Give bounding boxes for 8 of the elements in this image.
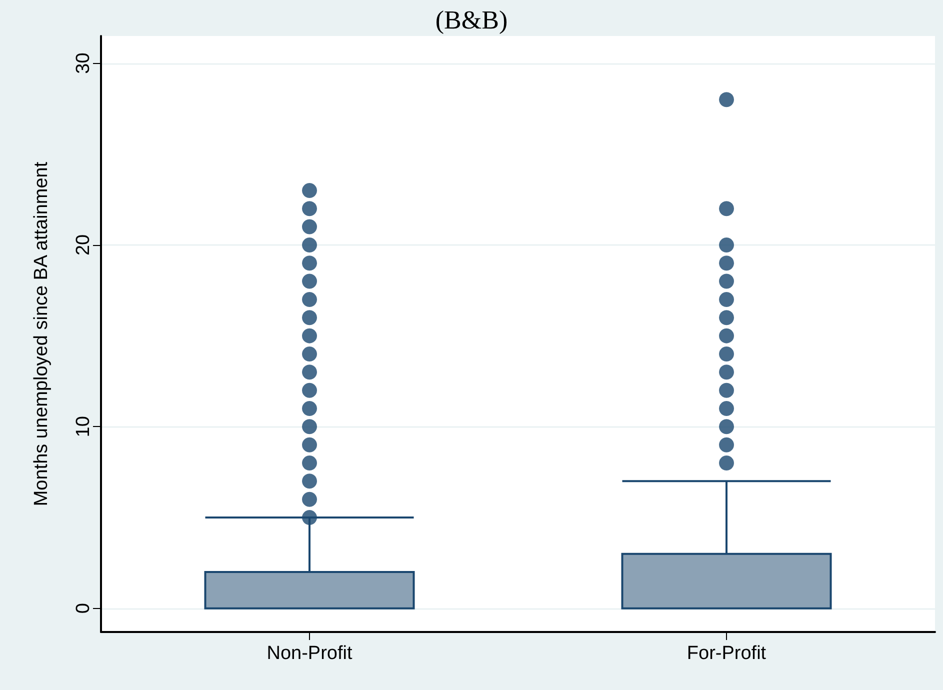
chart-title: (B&B) <box>435 6 508 34</box>
x-tick-label: For-Profit <box>686 643 767 664</box>
y-tick-label: 10 <box>73 416 94 438</box>
y-tick-label: 0 <box>73 603 94 614</box>
y-axis-title: Months unemployed since BA attainment <box>31 161 52 506</box>
x-tick-label: Non-Profit <box>266 643 353 664</box>
y-tick-label: 30 <box>73 52 94 74</box>
y-tick-label: 20 <box>73 234 94 256</box>
